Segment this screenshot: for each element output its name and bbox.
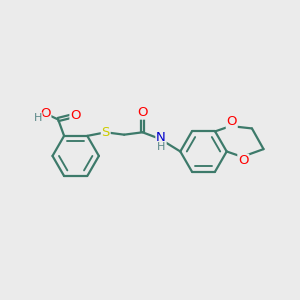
Text: O: O — [70, 110, 81, 122]
Text: O: O — [238, 154, 249, 167]
Text: O: O — [40, 107, 51, 120]
Text: O: O — [137, 106, 148, 119]
Text: N: N — [156, 131, 166, 144]
Text: O: O — [226, 116, 237, 128]
Text: H: H — [34, 113, 42, 123]
Text: H: H — [157, 142, 165, 152]
Text: S: S — [101, 126, 110, 139]
